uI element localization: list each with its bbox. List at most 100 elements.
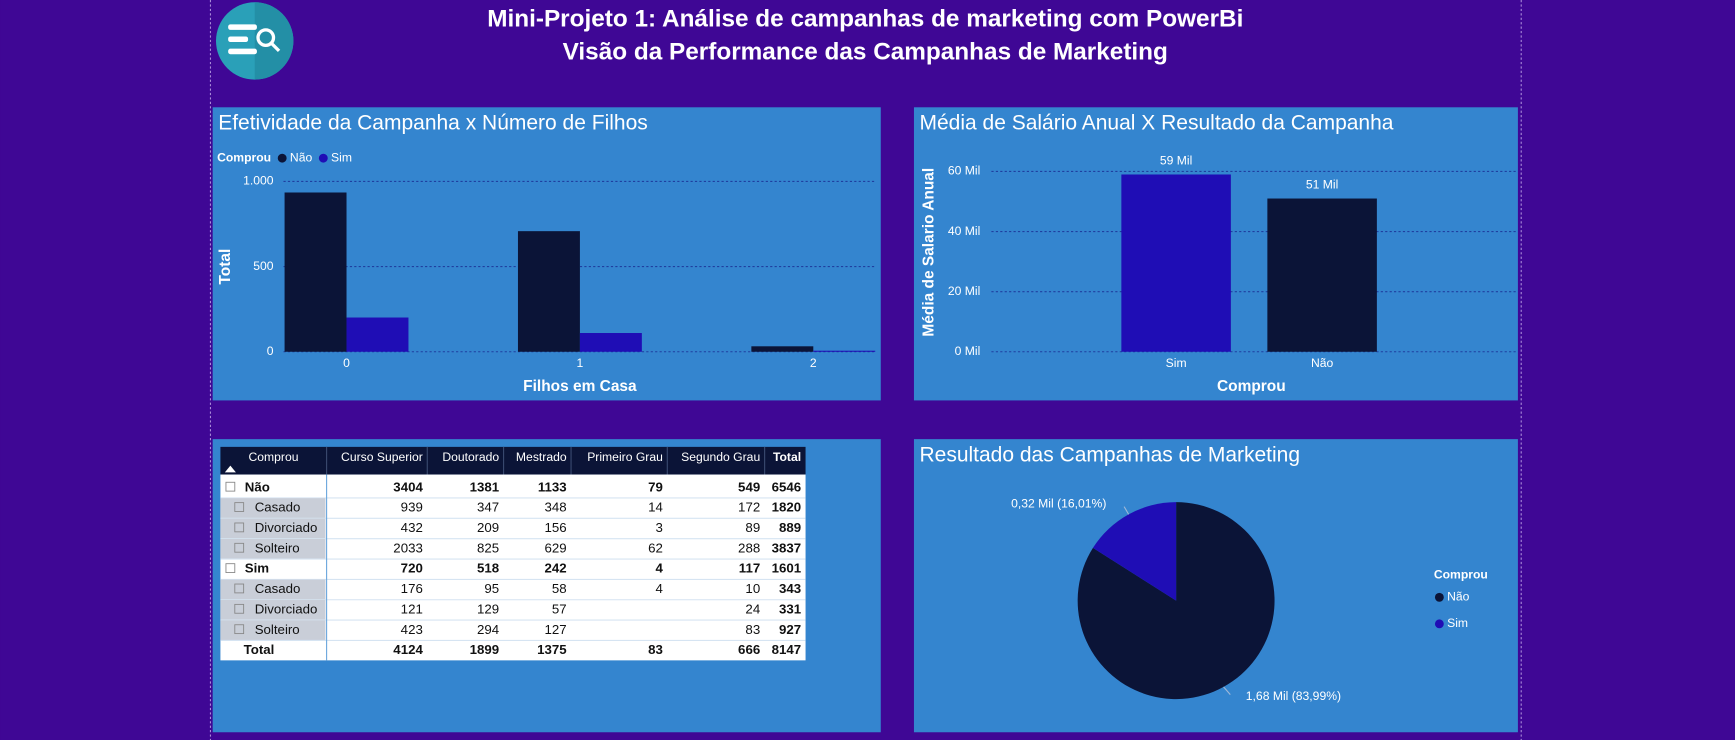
cell-value: 3404 xyxy=(393,479,423,494)
cell-value: 927 xyxy=(779,622,801,637)
x-tick-label: 2 xyxy=(810,356,817,370)
column-header: Curso Superior xyxy=(341,450,423,464)
cell-value: 1820 xyxy=(772,500,802,515)
row-label-bg xyxy=(220,518,326,539)
legend-marker xyxy=(318,153,328,163)
cell-value: 176 xyxy=(401,581,423,596)
bar xyxy=(579,333,642,352)
legend-entry: Sim xyxy=(331,150,352,164)
row-label-bg xyxy=(220,498,326,519)
row-label: Solteiro xyxy=(255,540,300,555)
legend-marker xyxy=(1434,619,1444,629)
cell-value: 720 xyxy=(401,561,423,576)
pie-slice xyxy=(1077,502,1275,700)
y-axis-title: Média de Salario Anual xyxy=(921,168,938,337)
cell-value: 4 xyxy=(655,561,663,576)
row-label: Divorciado xyxy=(255,520,318,535)
expand-toggle xyxy=(234,583,245,594)
cell-value: 629 xyxy=(544,540,566,555)
group-label: Sim xyxy=(245,561,269,576)
x-tick-label: Não xyxy=(1311,356,1334,370)
cell-value: 1899 xyxy=(470,642,500,657)
legend-entry: Não xyxy=(290,150,313,164)
expand-toggle xyxy=(234,603,245,614)
legend-title: Comprou xyxy=(217,150,271,164)
y-tick-label: 1.000 xyxy=(243,174,274,188)
cell-value: 825 xyxy=(477,540,499,555)
cell-value: 156 xyxy=(544,520,566,535)
expand-toggle xyxy=(225,481,236,492)
cell-value: 3837 xyxy=(772,540,802,555)
x-tick-label: 0 xyxy=(343,356,350,370)
cell-value: 14 xyxy=(648,500,663,515)
x-tick-label: Sim xyxy=(1166,356,1187,370)
row-label-bg xyxy=(220,599,326,620)
column-header: Comprou xyxy=(249,450,299,464)
y-tick-label: 40 Mil xyxy=(948,224,980,238)
cell-value: 242 xyxy=(544,561,566,576)
cell-value: 57 xyxy=(552,601,567,616)
dashboard-subtitle: Visão da Performance das Campanhas de Ma… xyxy=(563,39,1168,66)
cell-value: 518 xyxy=(477,561,499,576)
legend-marker xyxy=(1434,592,1444,602)
cell-value: 1133 xyxy=(538,479,567,494)
bar xyxy=(1121,174,1231,352)
expand-toggle xyxy=(234,502,245,512)
row-label-bg xyxy=(220,538,326,559)
cell-value: 666 xyxy=(738,642,760,657)
cell-value: 348 xyxy=(544,500,566,515)
group-label: Total xyxy=(244,642,275,657)
column-header: Primeiro Grau xyxy=(587,450,663,464)
y-tick-label: 0 xyxy=(267,344,274,358)
cell-value: 6546 xyxy=(772,479,802,494)
cell-value: 1381 xyxy=(470,479,500,494)
cell-value: 1601 xyxy=(772,561,802,576)
y-tick-label: 500 xyxy=(253,259,274,273)
cell-value: 121 xyxy=(401,601,423,616)
cell-value: 423 xyxy=(401,622,423,637)
cell-value: 939 xyxy=(401,500,423,515)
cell-value: 347 xyxy=(477,500,499,515)
cell-value: 549 xyxy=(738,479,760,494)
bar xyxy=(813,350,876,352)
value-label: 59 Mil xyxy=(1160,153,1192,167)
cell-value: 8147 xyxy=(772,642,802,657)
cell-value: 331 xyxy=(779,601,802,616)
cell-value: 343 xyxy=(779,581,801,596)
table-header xyxy=(220,446,806,475)
sort-arrow xyxy=(224,465,236,473)
row-label: Casado xyxy=(255,581,301,596)
y-tick-label: 60 Mil xyxy=(948,164,980,178)
data-label: 0,32 Mil (16,01%) xyxy=(1011,497,1106,511)
cell-value: 889 xyxy=(779,520,801,535)
cell-value: 172 xyxy=(738,500,760,515)
bar xyxy=(284,192,347,352)
cell-value: 58 xyxy=(552,581,567,596)
y-axis-title: Total xyxy=(217,249,234,285)
legend-entry: Não xyxy=(1447,590,1470,604)
bar xyxy=(1267,198,1377,352)
data-label: 1,68 Mil (83,99%) xyxy=(1246,689,1341,703)
cell-value: 83 xyxy=(648,642,663,657)
column-header: Mestrado xyxy=(516,450,567,464)
cell-value: 117 xyxy=(739,561,760,576)
cell-value: 10 xyxy=(745,581,760,596)
row-label-bg xyxy=(220,620,326,641)
expand-toggle xyxy=(234,624,245,635)
cell-value: 288 xyxy=(738,540,760,555)
chart-title: Resultado das Campanhas de Marketing xyxy=(919,443,1300,466)
cell-value: 432 xyxy=(401,520,423,535)
dashboard-title: Mini-Projeto 1: Análise de campanhas de … xyxy=(487,5,1243,32)
chart-title: Média de Salário Anual X Resultado da Ca… xyxy=(919,111,1393,134)
expand-toggle xyxy=(225,563,236,573)
cell-value: 294 xyxy=(477,622,499,637)
chart-title: Efetividade da Campanha x Número de Filh… xyxy=(218,111,648,134)
cell-value: 24 xyxy=(745,601,760,616)
bar xyxy=(517,231,580,352)
legend-entry: Sim xyxy=(1447,616,1468,630)
x-axis-title: Filhos em Casa xyxy=(523,378,637,395)
row-label: Solteiro xyxy=(255,622,300,637)
cell-value: 95 xyxy=(484,581,499,596)
